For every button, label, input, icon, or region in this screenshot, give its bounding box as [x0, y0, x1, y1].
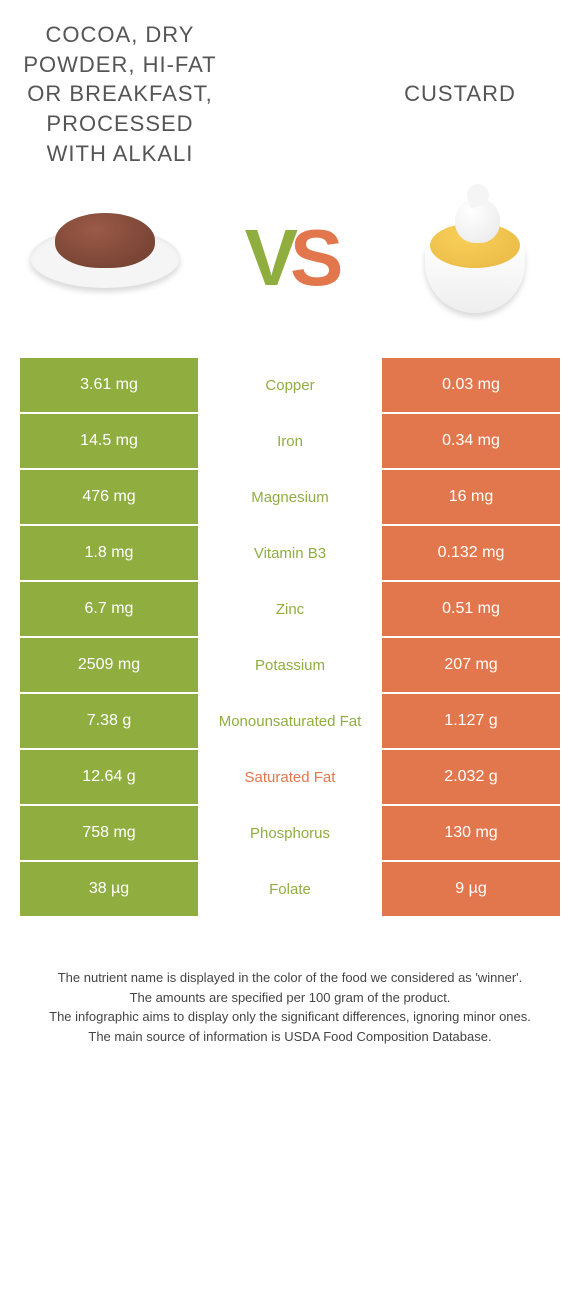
right-value: 9 µg: [380, 862, 560, 916]
right-value: 2.032 g: [380, 750, 560, 804]
nutrient-name: Folate: [200, 862, 380, 916]
table-row: 3.61 mgCopper0.03 mg: [20, 358, 560, 414]
nutrient-name: Zinc: [200, 582, 380, 636]
table-row: 6.7 mgZinc0.51 mg: [20, 582, 560, 638]
nutrient-name: Monounsaturated Fat: [200, 694, 380, 748]
table-row: 1.8 mgVitamin B30.132 mg: [20, 526, 560, 582]
nutrient-name: Phosphorus: [200, 806, 380, 860]
right-food-title: CUSTARD: [360, 79, 560, 109]
footer-notes: The nutrient name is displayed in the co…: [0, 948, 580, 1086]
table-row: 14.5 mgIron0.34 mg: [20, 414, 560, 470]
header: COCOA, DRY POWDER, HI-FAT OR BREAKFAST, …: [0, 0, 580, 178]
left-food-image: [20, 188, 190, 328]
images-row: VS: [0, 178, 580, 358]
left-value: 758 mg: [20, 806, 200, 860]
right-food-image: [390, 188, 560, 328]
nutrient-name: Saturated Fat: [200, 750, 380, 804]
left-value: 2509 mg: [20, 638, 200, 692]
vs-v: V: [245, 213, 290, 302]
right-value: 0.132 mg: [380, 526, 560, 580]
vs-s: S: [290, 213, 335, 302]
footer-line: The main source of information is USDA F…: [20, 1027, 560, 1047]
right-value: 16 mg: [380, 470, 560, 524]
right-value: 130 mg: [380, 806, 560, 860]
left-value: 7.38 g: [20, 694, 200, 748]
left-value: 1.8 mg: [20, 526, 200, 580]
left-value: 6.7 mg: [20, 582, 200, 636]
right-value: 1.127 g: [380, 694, 560, 748]
right-value: 0.03 mg: [380, 358, 560, 412]
nutrient-name: Vitamin B3: [200, 526, 380, 580]
left-value: 14.5 mg: [20, 414, 200, 468]
right-value: 0.34 mg: [380, 414, 560, 468]
nutrient-name: Magnesium: [200, 470, 380, 524]
left-value: 476 mg: [20, 470, 200, 524]
vs-label: VS: [245, 218, 336, 298]
table-row: 476 mgMagnesium16 mg: [20, 470, 560, 526]
table-row: 38 µgFolate9 µg: [20, 862, 560, 918]
footer-line: The infographic aims to display only the…: [20, 1007, 560, 1027]
nutrient-name: Copper: [200, 358, 380, 412]
right-value: 207 mg: [380, 638, 560, 692]
comparison-table: 3.61 mgCopper0.03 mg14.5 mgIron0.34 mg47…: [0, 358, 580, 948]
table-row: 12.64 gSaturated Fat2.032 g: [20, 750, 560, 806]
nutrient-name: Iron: [200, 414, 380, 468]
table-row: 758 mgPhosphorus130 mg: [20, 806, 560, 862]
table-row: 2509 mgPotassium207 mg: [20, 638, 560, 694]
footer-line: The amounts are specified per 100 gram o…: [20, 988, 560, 1008]
left-value: 12.64 g: [20, 750, 200, 804]
left-value: 38 µg: [20, 862, 200, 916]
table-row: 7.38 gMonounsaturated Fat1.127 g: [20, 694, 560, 750]
left-value: 3.61 mg: [20, 358, 200, 412]
nutrient-name: Potassium: [200, 638, 380, 692]
footer-line: The nutrient name is displayed in the co…: [20, 968, 560, 988]
right-value: 0.51 mg: [380, 582, 560, 636]
left-food-title: COCOA, DRY POWDER, HI-FAT OR BREAKFAST, …: [20, 20, 220, 168]
